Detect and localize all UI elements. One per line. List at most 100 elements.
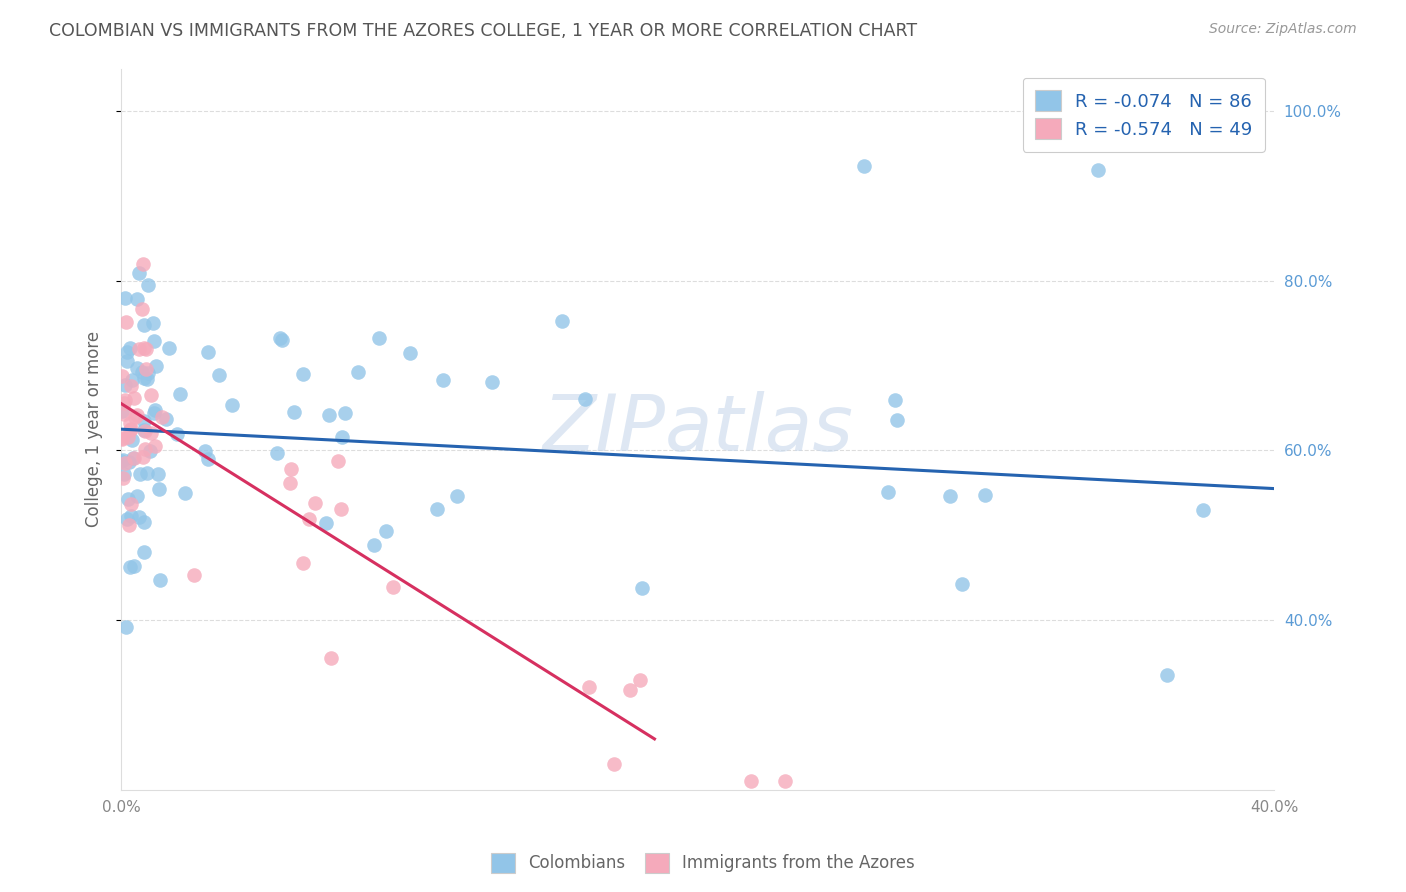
- Point: [270, 334, 292, 348]
- Point: [398, 345, 420, 359]
- Point: [115, 353, 138, 368]
- Point: [121, 433, 143, 447]
- Text: COLOMBIAN VS IMMIGRANTS FROM THE AZORES COLLEGE, 1 YEAR OR MORE CORRELATION CHAR: COLOMBIAN VS IMMIGRANTS FROM THE AZORES …: [49, 22, 917, 40]
- Point: [114, 378, 136, 392]
- Point: [120, 341, 142, 355]
- Point: [143, 439, 166, 453]
- Point: [332, 430, 354, 444]
- Point: [120, 378, 142, 392]
- Point: [194, 444, 217, 458]
- Point: [368, 331, 391, 345]
- Point: [574, 392, 596, 406]
- Point: [619, 683, 641, 698]
- Point: [319, 651, 342, 665]
- Point: [117, 512, 139, 526]
- Point: [740, 774, 762, 789]
- Point: [110, 454, 132, 468]
- Point: [432, 373, 454, 387]
- Point: [112, 407, 135, 421]
- Point: [973, 488, 995, 502]
- Point: [111, 432, 134, 446]
- Point: [886, 412, 908, 426]
- Point: [183, 567, 205, 582]
- Point: [269, 331, 291, 345]
- Point: [142, 316, 165, 330]
- Point: [363, 538, 385, 552]
- Point: [136, 466, 159, 480]
- Point: [197, 345, 219, 359]
- Point: [114, 456, 136, 470]
- Point: [481, 375, 503, 389]
- Point: [374, 524, 396, 539]
- Point: [877, 485, 900, 500]
- Point: [124, 450, 146, 465]
- Point: [1192, 502, 1215, 516]
- Point: [134, 442, 156, 457]
- Point: [111, 404, 134, 418]
- Y-axis label: College, 1 year or more: College, 1 year or more: [86, 331, 103, 527]
- Point: [292, 367, 315, 381]
- Point: [138, 277, 160, 292]
- Point: [169, 387, 191, 401]
- Point: [111, 452, 134, 467]
- Point: [134, 515, 156, 529]
- Point: [283, 405, 305, 419]
- Point: [326, 454, 349, 468]
- Point: [628, 673, 651, 687]
- Point: [111, 369, 134, 384]
- Point: [197, 451, 219, 466]
- Point: [132, 450, 155, 464]
- Point: [143, 334, 166, 348]
- Point: [291, 556, 314, 570]
- Point: [315, 516, 337, 531]
- Text: ZIPatlas: ZIPatlas: [543, 392, 853, 467]
- Point: [132, 414, 155, 428]
- Point: [304, 496, 326, 510]
- Point: [111, 431, 134, 445]
- Point: [551, 314, 574, 328]
- Point: [120, 509, 142, 524]
- Point: [884, 393, 907, 408]
- Point: [330, 501, 353, 516]
- Point: [139, 444, 162, 458]
- Point: [333, 406, 356, 420]
- Point: [149, 573, 172, 587]
- Point: [157, 341, 180, 355]
- Point: [135, 342, 157, 356]
- Point: [145, 359, 167, 374]
- Point: [117, 492, 139, 507]
- Point: [221, 398, 243, 412]
- Point: [115, 316, 138, 330]
- Point: [127, 409, 149, 423]
- Point: [125, 360, 148, 375]
- Point: [124, 392, 146, 406]
- Point: [166, 427, 188, 442]
- Point: [120, 422, 142, 436]
- Point: [127, 293, 149, 307]
- Point: [207, 368, 229, 382]
- Point: [142, 406, 165, 420]
- Point: [132, 257, 155, 271]
- Point: [124, 410, 146, 425]
- Point: [950, 577, 973, 591]
- Point: [128, 342, 150, 356]
- Point: [141, 388, 163, 402]
- Point: [773, 774, 796, 789]
- Point: [117, 430, 139, 444]
- Point: [132, 371, 155, 385]
- Point: [118, 455, 141, 469]
- Point: [139, 426, 162, 441]
- Legend: Colombians, Immigrants from the Azores: Colombians, Immigrants from the Azores: [485, 847, 921, 880]
- Point: [347, 365, 370, 379]
- Point: [148, 482, 170, 496]
- Point: [426, 502, 449, 516]
- Point: [134, 545, 156, 559]
- Point: [115, 344, 138, 359]
- Point: [603, 757, 626, 772]
- Text: Source: ZipAtlas.com: Source: ZipAtlas.com: [1209, 22, 1357, 37]
- Point: [131, 365, 153, 379]
- Point: [381, 580, 404, 594]
- Point: [578, 681, 600, 695]
- Point: [938, 489, 960, 503]
- Point: [146, 467, 169, 482]
